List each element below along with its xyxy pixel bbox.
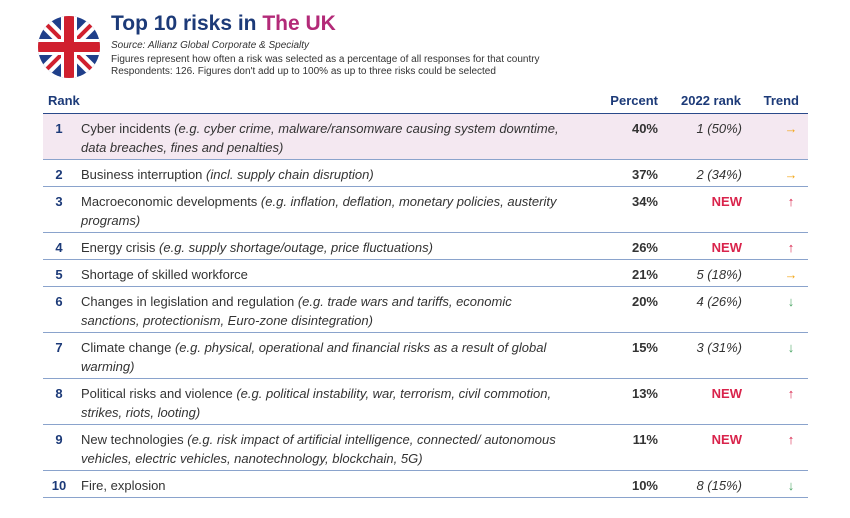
trend-down-arrow-icon: ↓ bbox=[787, 340, 795, 355]
row-2022-rank: 3 (31%) bbox=[696, 340, 742, 355]
row-2022-rank-new-badge: NEW bbox=[711, 386, 742, 401]
row-description: Climate change (e.g. physical, operation… bbox=[81, 340, 547, 374]
table-header: Rank Percent 2022 rank Trend bbox=[43, 88, 808, 114]
table-row: 5 Shortage of skilled workforce 21% 5 (1… bbox=[43, 260, 808, 287]
row-rank: 4 bbox=[55, 240, 63, 255]
row-rank: 6 bbox=[55, 294, 63, 309]
row-2022-rank-new-badge: NEW bbox=[711, 432, 742, 447]
row-description: Political risks and violence (e.g. polit… bbox=[81, 386, 552, 420]
title-block: Top 10 risks in The UK Source: Allianz G… bbox=[111, 12, 540, 78]
column-header-rank: Rank bbox=[48, 93, 80, 108]
row-percent: 15% bbox=[631, 340, 658, 355]
row-rank: 9 bbox=[55, 432, 63, 447]
row-rank: 5 bbox=[55, 267, 63, 282]
row-2022-rank-new-badge: NEW bbox=[711, 240, 742, 255]
row-rank: 1 bbox=[55, 121, 63, 136]
row-percent: 37% bbox=[631, 167, 658, 182]
column-header-trend: Trend bbox=[763, 93, 799, 108]
row-rank: 3 bbox=[55, 194, 63, 209]
row-percent: 21% bbox=[631, 267, 658, 282]
row-2022-rank: 5 (18%) bbox=[696, 267, 742, 282]
uk-flag-icon bbox=[38, 16, 100, 78]
table-row: 6 Changes in legislation and regulation … bbox=[43, 287, 808, 333]
row-rank: 7 bbox=[55, 340, 63, 355]
row-percent: 11% bbox=[632, 432, 658, 447]
row-percent: 20% bbox=[631, 294, 658, 309]
table-row: 9 New technologies (e.g. risk impact of … bbox=[43, 425, 808, 471]
page-title: Top 10 risks in The UK bbox=[111, 12, 336, 35]
row-2022-rank: 1 (50%) bbox=[696, 121, 742, 136]
note-line-1: Figures represent how often a risk was s… bbox=[111, 54, 540, 65]
table-row: 3 Macroeconomic developments (e.g. infla… bbox=[43, 187, 808, 233]
trend-right-arrow-icon: → bbox=[784, 267, 798, 282]
row-description: Shortage of skilled workforce bbox=[81, 267, 248, 282]
trend-right-arrow-icon: → bbox=[784, 167, 798, 182]
table-row: 1 Cyber incidents (e.g. cyber crime, mal… bbox=[43, 114, 808, 160]
country-name: The UK bbox=[262, 12, 336, 35]
risk-table: Rank Percent 2022 rank Trend 1 Cyber inc… bbox=[43, 88, 808, 498]
trend-down-arrow-icon: ↓ bbox=[787, 478, 795, 493]
row-percent: 10% bbox=[631, 478, 658, 493]
row-2022-rank: 4 (26%) bbox=[696, 294, 742, 309]
trend-up-arrow-icon: ↑ bbox=[787, 240, 795, 255]
row-percent: 40% bbox=[631, 121, 658, 136]
trend-right-arrow-icon: → bbox=[784, 121, 798, 136]
row-rank: 8 bbox=[55, 386, 63, 401]
row-description: Business interruption (incl. supply chai… bbox=[81, 167, 374, 182]
table-row: 10 Fire, explosion 10% 8 (15%) ↓ bbox=[43, 471, 808, 498]
column-header-2022-rank: 2022 rank bbox=[681, 93, 741, 108]
note-text: Figures represent how often a risk was s… bbox=[111, 54, 540, 78]
note-line-2: Respondents: 126. Figures don't add up t… bbox=[111, 66, 496, 77]
source-text: Source: Allianz Global Corporate & Speci… bbox=[111, 40, 310, 51]
trend-up-arrow-icon: ↑ bbox=[787, 386, 795, 401]
row-description: Macroeconomic developments (e.g. inflati… bbox=[81, 194, 557, 228]
row-percent: 26% bbox=[631, 240, 658, 255]
trend-up-arrow-icon: ↑ bbox=[787, 194, 795, 209]
table-row: 2 Business interruption (incl. supply ch… bbox=[43, 160, 808, 187]
row-description: Changes in legislation and regulation (e… bbox=[81, 294, 512, 328]
row-rank: 10 bbox=[51, 478, 67, 493]
column-header-percent: Percent bbox=[610, 93, 658, 108]
row-description: Cyber incidents (e.g. cyber crime, malwa… bbox=[81, 121, 559, 155]
row-rank: 2 bbox=[55, 167, 63, 182]
row-description: Energy crisis (e.g. supply shortage/outa… bbox=[81, 240, 433, 255]
trend-up-arrow-icon: ↑ bbox=[787, 432, 795, 447]
table-row: 7 Climate change (e.g. physical, operati… bbox=[43, 333, 808, 379]
row-2022-rank: 8 (15%) bbox=[696, 478, 742, 493]
report-header: Top 10 risks in The UK Source: Allianz G… bbox=[38, 12, 818, 82]
row-description: Fire, explosion bbox=[81, 478, 166, 493]
row-percent: 13% bbox=[631, 386, 658, 401]
table-row: 8 Political risks and violence (e.g. pol… bbox=[43, 379, 808, 425]
row-2022-rank-new-badge: NEW bbox=[711, 194, 742, 209]
table-row: 4 Energy crisis (e.g. supply shortage/ou… bbox=[43, 233, 808, 260]
row-description: New technologies (e.g. risk impact of ar… bbox=[81, 432, 556, 466]
trend-down-arrow-icon: ↓ bbox=[787, 294, 795, 309]
row-2022-rank: 2 (34%) bbox=[696, 167, 742, 182]
row-percent: 34% bbox=[631, 194, 658, 209]
